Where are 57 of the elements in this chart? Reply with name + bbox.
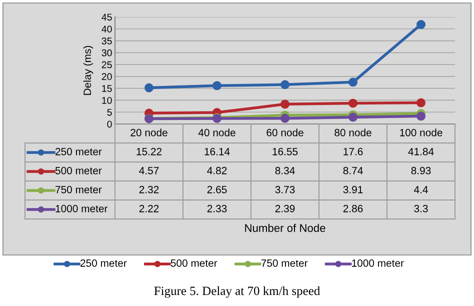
point (280, 100, 290, 109)
y-tick-label: 45 (102, 14, 112, 21)
legend-label: 500 meter (55, 166, 102, 174)
data-label: 2.32 (139, 186, 159, 194)
point (416, 112, 426, 121)
data-label: 4.82 (207, 166, 227, 174)
legend-label: 250 meter (56, 148, 102, 156)
data-label: 4.4 (414, 186, 428, 194)
y-tick-label: 0 (107, 120, 112, 128)
data-label: 8.34 (275, 166, 295, 174)
text: 750 meter (261, 259, 308, 267)
y-tick-label: 5 (107, 108, 112, 116)
data-label: 2.39 (275, 204, 295, 212)
text: 500 meter (170, 259, 218, 267)
point (348, 112, 358, 122)
data-label: 16.55 (272, 148, 298, 156)
data-label: 16.14 (204, 148, 230, 156)
legend-label: 750 meter (56, 186, 102, 194)
y-axis-title: Delay (ms) (83, 46, 94, 95)
point (212, 81, 222, 90)
x-tick-label: 40 node (198, 128, 236, 136)
point (348, 98, 358, 108)
point (144, 83, 154, 92)
text: 1000 meter (352, 259, 404, 267)
y-tick-label: 25 (102, 61, 112, 68)
point (416, 98, 426, 108)
data-label: 3.91 (343, 186, 363, 194)
data-label: 3.3 (414, 204, 428, 212)
y-tick-label: 10 (102, 96, 112, 104)
point (280, 80, 290, 90)
legend-label: 1000 meter (56, 204, 108, 212)
data-label: 2.86 (343, 204, 363, 212)
data-label: 17.6 (344, 148, 363, 156)
text: 250 meter (80, 259, 127, 267)
data-label: 2.65 (207, 186, 227, 194)
x-tick-label: 20 node (130, 128, 168, 136)
x-tick-label: 60 node (266, 128, 304, 136)
y-tick-label: 15 (102, 85, 112, 92)
y-tick-label: 30 (102, 49, 112, 56)
data-label: 15.22 (136, 148, 162, 156)
data-label: 2.33 (207, 204, 227, 212)
data-label: 3.73 (275, 186, 295, 194)
caption: Figure 5. Delay at 70 km/h speed (154, 286, 320, 298)
y-tick-label: 35 (102, 38, 112, 44)
data-label: 8.93 (411, 166, 431, 174)
data-label: 41.84 (408, 148, 434, 156)
point (348, 78, 358, 87)
point (280, 114, 290, 123)
data-label: 4.57 (139, 167, 159, 174)
x-tick-label: 80 node (334, 128, 372, 136)
data-label: 2.22 (139, 204, 159, 212)
data-label: 8.74 (343, 166, 363, 174)
y-tick-label: 20 (102, 73, 112, 80)
text: Number of Node (245, 224, 326, 232)
x-tick-label: 100 node (400, 128, 442, 136)
point (416, 20, 426, 30)
y-tick-label: 40 (102, 26, 112, 33)
